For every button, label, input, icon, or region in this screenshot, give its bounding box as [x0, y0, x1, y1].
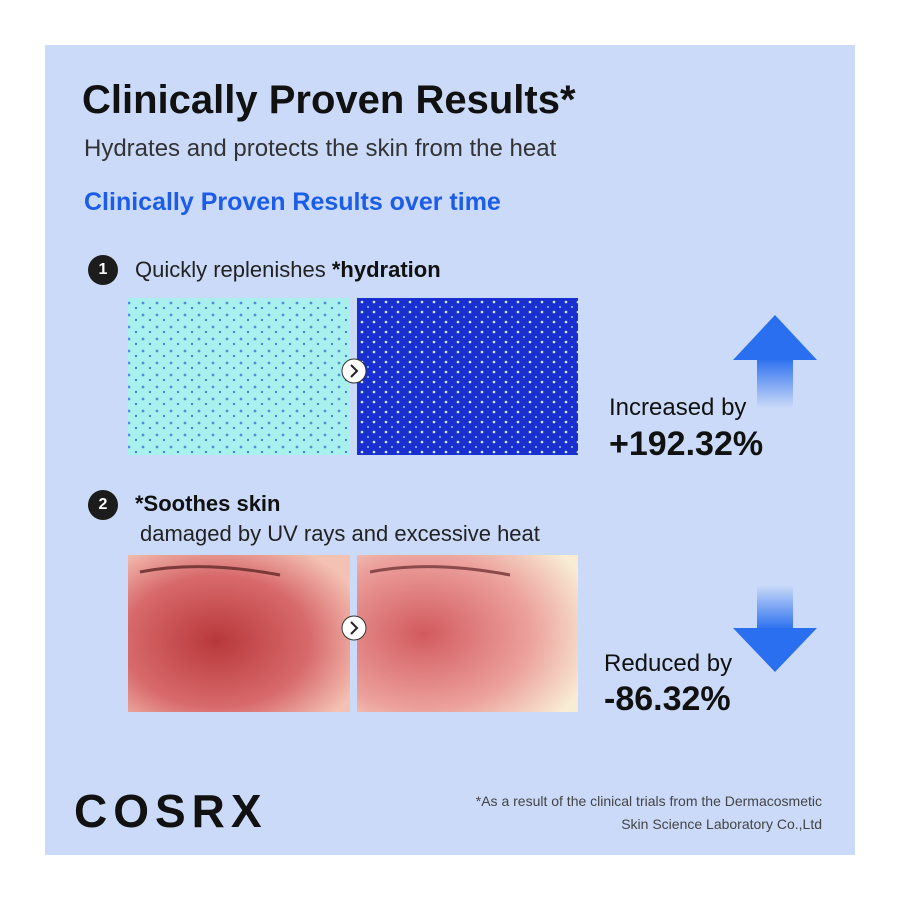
footnote: *As a result of the clinical trials from… — [475, 793, 822, 809]
arrow-up — [733, 315, 817, 360]
brand: COSRX — [74, 785, 268, 837]
subtitle: Hydrates and protects the skin from the … — [84, 135, 557, 162]
chevron — [341, 615, 367, 641]
arrow-down — [733, 628, 817, 672]
title: Clinically Proven Results* — [82, 78, 576, 122]
chevron-icon — [350, 364, 359, 378]
after-image — [357, 298, 578, 455]
step-label: Quickly replenishes *hydration — [135, 257, 441, 283]
result-label: Reduced by — [604, 650, 733, 677]
label-text: Quickly replenishes — [135, 257, 332, 282]
label-bold: *Soothes skin — [135, 491, 281, 516]
arrow-stem — [757, 358, 793, 408]
after-image — [357, 555, 578, 712]
arrow-stem — [757, 585, 793, 630]
section-title: Clinically Proven Results over time — [84, 188, 501, 216]
result-label: Increased by — [609, 394, 747, 421]
before-image — [128, 298, 350, 455]
step-label: damaged by UV rays and excessive heat — [140, 521, 540, 546]
eye-line — [369, 565, 511, 577]
chevron — [341, 358, 367, 384]
result-value: +192.32% — [609, 425, 764, 463]
result-value: -86.32% — [604, 680, 731, 718]
step-number: 2 — [88, 490, 118, 520]
eye-line — [139, 565, 281, 577]
footnote: Skin Science Laboratory Co.,Ltd — [621, 816, 822, 832]
label-bold: *hydration — [331, 257, 441, 282]
step-label: *Soothes skin — [135, 491, 280, 517]
step-number: 1 — [88, 255, 118, 285]
chevron-icon — [350, 621, 359, 635]
before-image — [128, 555, 350, 712]
